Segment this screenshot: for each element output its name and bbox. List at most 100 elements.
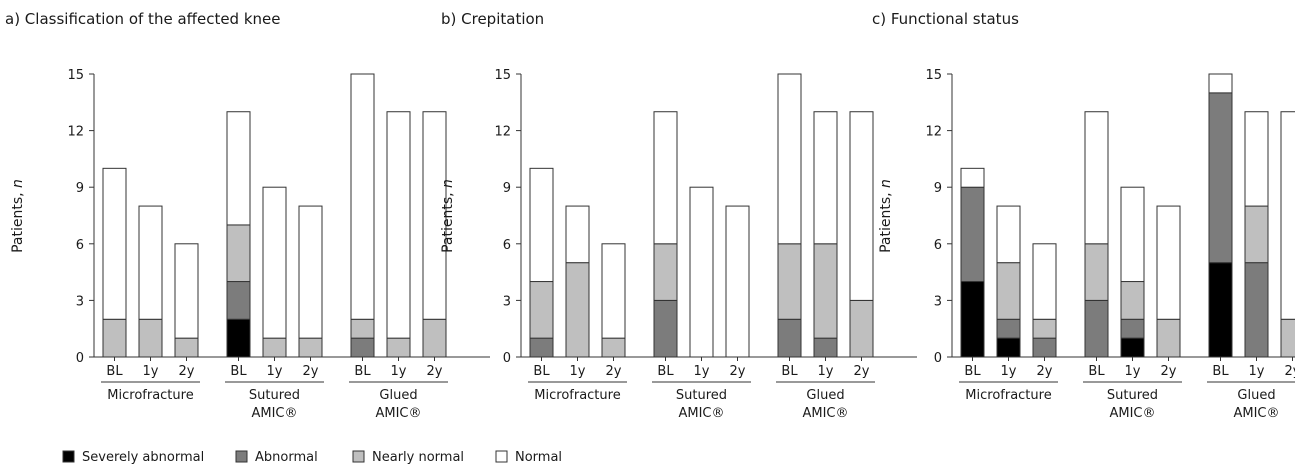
- bar-segment: [350, 337, 375, 358]
- bar-segment: [1280, 111, 1295, 320]
- bar-segment: [813, 111, 838, 245]
- bar-segment: [262, 337, 287, 358]
- group-sublabel: AMIC®: [251, 406, 297, 421]
- legend-label: Nearly normal: [372, 450, 464, 465]
- bar-segment: [1208, 73, 1233, 94]
- bar-segment: [102, 318, 127, 358]
- y-tick-label: 15: [67, 68, 84, 83]
- legend-swatch: [235, 450, 248, 463]
- bar-segment: [1244, 262, 1269, 358]
- x-tick-label: 1y: [570, 364, 586, 379]
- bar-segment: [298, 337, 323, 358]
- chart-panel-1: a) Classification of the affected knee Pa…: [5, 10, 490, 421]
- bar-segment: [813, 243, 838, 339]
- y-tick-label: 0: [503, 351, 511, 366]
- bar-segment: [226, 281, 251, 320]
- bar-segment: [1084, 299, 1109, 358]
- legend-label: Abnormal: [255, 450, 318, 465]
- group-label: Glued: [806, 388, 844, 403]
- x-tick-label: BL: [1088, 364, 1105, 379]
- y-tick-label: 3: [503, 294, 511, 309]
- group-sublabel: AMIC®: [375, 406, 421, 421]
- group-label: Glued: [379, 388, 417, 403]
- bar-segment: [960, 167, 985, 188]
- legend-item: Severely abnormal: [62, 450, 204, 465]
- bar-segment: [529, 337, 554, 358]
- group-label: Microfracture: [965, 388, 1051, 403]
- group-label: Microfracture: [107, 388, 193, 403]
- y-tick-label: 3: [76, 294, 84, 309]
- bar-segment: [849, 111, 874, 301]
- bar-segment: [174, 337, 199, 358]
- x-tick-label: BL: [657, 364, 674, 379]
- x-tick-label: 2y: [854, 364, 870, 379]
- bar-segment: [849, 299, 874, 358]
- legend-label: Normal: [515, 450, 562, 465]
- legend-item: Normal: [495, 450, 562, 465]
- x-tick-label: 1y: [694, 364, 710, 379]
- bar-segment: [226, 318, 251, 358]
- bar-segment: [386, 111, 411, 339]
- x-tick-label: 2y: [1161, 364, 1177, 379]
- bar-segment: [1084, 243, 1109, 301]
- bar-segment: [174, 243, 199, 339]
- y-tick-label: 12: [67, 125, 84, 140]
- bar-segment: [1084, 111, 1109, 245]
- chart-panel-3: c) Functional status Patients, n 0 3 6 9 12 15 B…: [872, 10, 1295, 421]
- x-tick-label: 1y: [1249, 364, 1265, 379]
- y-tick-label: 15: [494, 68, 511, 83]
- bar-segment: [565, 262, 590, 358]
- x-tick-label: BL: [781, 364, 798, 379]
- bar-segment: [226, 111, 251, 226]
- bar-segment: [601, 337, 626, 358]
- bar-segment: [102, 167, 127, 320]
- x-tick-label: BL: [354, 364, 371, 379]
- bar-segment: [689, 186, 714, 358]
- bar-segment: [725, 205, 750, 358]
- x-tick-label: BL: [533, 364, 550, 379]
- x-tick-label: 2y: [1037, 364, 1053, 379]
- y-tick-label: 9: [934, 181, 942, 196]
- bar-segment: [653, 111, 678, 245]
- x-tick-label: BL: [106, 364, 123, 379]
- bar-segment: [1120, 281, 1145, 320]
- legend-item: Abnormal: [235, 450, 318, 465]
- bar-segment: [1244, 205, 1269, 264]
- group-sublabel: AMIC®: [802, 406, 848, 421]
- group-sublabel: AMIC®: [678, 406, 724, 421]
- x-tick-label: 2y: [606, 364, 622, 379]
- bar-segment: [1208, 262, 1233, 358]
- legend-swatch: [495, 450, 508, 463]
- group-sublabel: AMIC®: [1233, 406, 1279, 421]
- group-label: Sutured: [249, 388, 300, 403]
- y-tick-label: 9: [503, 181, 511, 196]
- bar-segment: [777, 243, 802, 320]
- y-tick-label: 15: [925, 68, 942, 83]
- bar-segment: [1156, 205, 1181, 320]
- bar-segment: [996, 318, 1021, 339]
- group-label: Microfracture: [534, 388, 620, 403]
- bar-segment: [1120, 186, 1145, 283]
- bar-segment: [298, 205, 323, 339]
- bar-segment: [138, 318, 163, 358]
- y-tick-label: 12: [925, 125, 942, 140]
- bar-segment: [996, 337, 1021, 358]
- bar-segment: [529, 167, 554, 283]
- bar-segment: [386, 337, 411, 358]
- y-tick-label: 12: [494, 125, 511, 140]
- x-tick-label: 2y: [179, 364, 195, 379]
- legend-label: Severely abnormal: [82, 450, 204, 465]
- x-tick-label: 1y: [267, 364, 283, 379]
- chart-panel-2: b) Crepitation Patients, n 0 3 6 9 12 15 BL 1y 2y B…: [440, 10, 917, 421]
- bar-segment: [1032, 243, 1057, 320]
- group-label: Sutured: [676, 388, 727, 403]
- bar-segment: [601, 243, 626, 339]
- y-tick-label: 6: [76, 238, 84, 253]
- y-axis-label: Patients, n: [878, 179, 894, 253]
- bar-segment: [138, 205, 163, 320]
- bar-segment: [350, 318, 375, 339]
- legend-swatch: [352, 450, 365, 463]
- x-tick-label: 2y: [303, 364, 319, 379]
- bar-segment: [653, 299, 678, 358]
